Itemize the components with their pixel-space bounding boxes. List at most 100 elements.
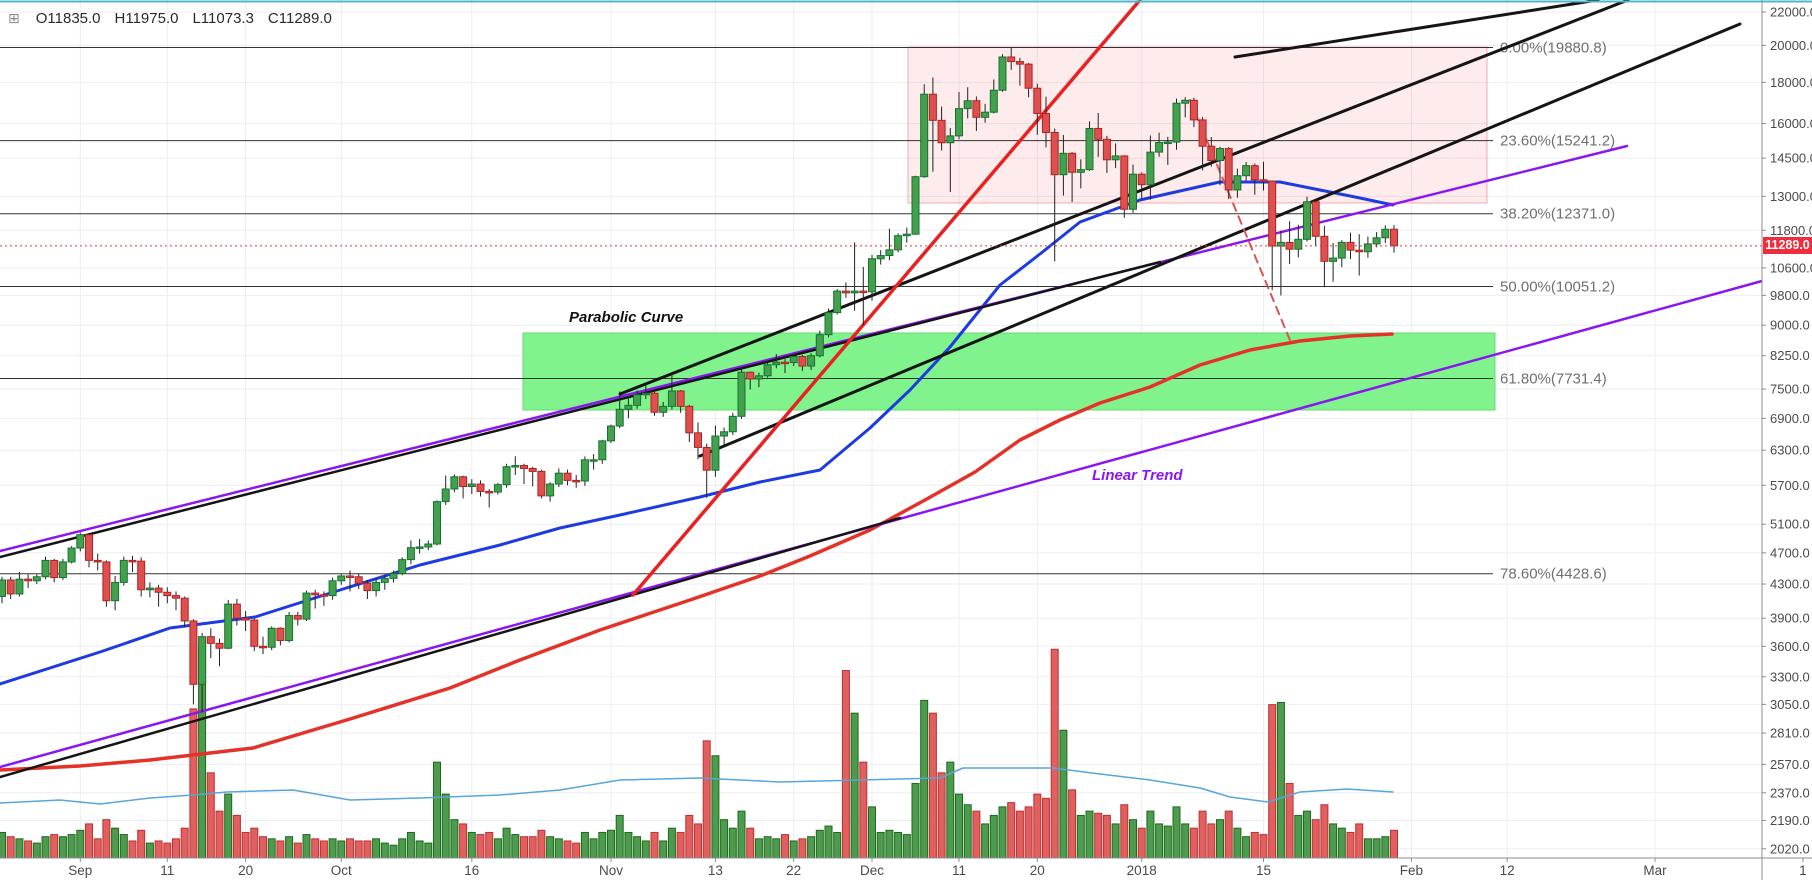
candle[interactable] bbox=[58, 561, 67, 579]
volume-bar[interactable] bbox=[702, 740, 711, 859]
volume-bar[interactable] bbox=[1311, 819, 1320, 859]
volume-bar[interactable] bbox=[1242, 836, 1251, 859]
volume-bar[interactable] bbox=[502, 827, 511, 859]
candle[interactable] bbox=[172, 595, 180, 599]
candle[interactable] bbox=[1015, 61, 1024, 65]
volume-bar[interactable] bbox=[441, 793, 450, 859]
volume-bar[interactable] bbox=[372, 838, 381, 859]
volume-bar[interactable] bbox=[772, 838, 781, 859]
volume-bar[interactable] bbox=[972, 810, 981, 859]
candlesticks[interactable] bbox=[0, 47, 1398, 713]
volume-bar[interactable] bbox=[319, 840, 328, 859]
volume-bar[interactable] bbox=[650, 831, 659, 859]
candle[interactable] bbox=[433, 501, 441, 545]
candle[interactable] bbox=[868, 258, 876, 293]
candle[interactable] bbox=[1250, 165, 1259, 181]
volume-bar[interactable] bbox=[119, 834, 128, 859]
volume-bar[interactable] bbox=[633, 836, 642, 859]
volume-bar[interactable] bbox=[1042, 797, 1050, 859]
candle[interactable] bbox=[363, 582, 372, 592]
candle[interactable] bbox=[894, 235, 903, 251]
volume-bar[interactable] bbox=[433, 761, 441, 859]
volume-bar[interactable] bbox=[224, 793, 233, 859]
candle[interactable] bbox=[728, 415, 737, 433]
volume-bar[interactable] bbox=[380, 842, 389, 859]
volume-bar[interactable] bbox=[955, 793, 963, 859]
volume-bar[interactable] bbox=[363, 840, 372, 859]
candle[interactable] bbox=[1033, 87, 1042, 114]
candle[interactable] bbox=[1102, 138, 1111, 161]
candle[interactable] bbox=[1076, 169, 1085, 173]
candle[interactable] bbox=[250, 619, 259, 647]
volume-bar[interactable] bbox=[685, 814, 694, 859]
volume-bar[interactable] bbox=[93, 838, 102, 859]
volume-bar[interactable] bbox=[1102, 814, 1111, 859]
candle[interactable] bbox=[711, 435, 720, 471]
volume-bar[interactable] bbox=[1337, 827, 1346, 859]
candle[interactable] bbox=[145, 587, 154, 591]
volume-bar[interactable] bbox=[485, 831, 494, 859]
volume-bar[interactable] bbox=[1294, 814, 1303, 859]
candle[interactable] bbox=[1207, 145, 1216, 162]
candle[interactable] bbox=[789, 356, 798, 364]
volume-bar[interactable] bbox=[598, 831, 607, 859]
volume-bar[interactable] bbox=[1372, 838, 1381, 859]
candle[interactable] bbox=[1390, 228, 1398, 247]
volume-bar[interactable] bbox=[450, 819, 459, 859]
candle[interactable] bbox=[398, 559, 407, 575]
volume-bar[interactable] bbox=[1146, 810, 1155, 859]
candle[interactable] bbox=[598, 440, 607, 461]
candle[interactable] bbox=[537, 470, 546, 497]
candle[interactable] bbox=[67, 547, 76, 563]
volume-bar[interactable] bbox=[1024, 806, 1033, 859]
candle[interactable] bbox=[1111, 155, 1120, 161]
candle[interactable] bbox=[1146, 151, 1155, 186]
volume-bar[interactable] bbox=[406, 831, 415, 859]
volume-bar[interactable] bbox=[189, 708, 198, 859]
volume-bar[interactable] bbox=[1076, 814, 1085, 859]
volume-bar[interactable] bbox=[241, 831, 250, 859]
candle[interactable] bbox=[746, 371, 755, 380]
candle[interactable] bbox=[902, 233, 911, 237]
volume-bar[interactable] bbox=[1363, 838, 1372, 859]
volume-bar[interactable] bbox=[528, 836, 537, 859]
volume-bar[interactable] bbox=[607, 829, 615, 859]
grid-icon[interactable]: ⊞ bbox=[8, 10, 20, 26]
candle[interactable] bbox=[1129, 173, 1137, 210]
candle[interactable] bbox=[85, 534, 93, 561]
candle[interactable] bbox=[198, 636, 207, 685]
volume-bar[interactable] bbox=[459, 823, 468, 859]
candle[interactable] bbox=[1285, 241, 1294, 250]
candle[interactable] bbox=[302, 592, 311, 620]
candle[interactable] bbox=[424, 543, 433, 548]
candle[interactable] bbox=[589, 459, 598, 462]
candle[interactable] bbox=[380, 577, 389, 583]
volume-bar[interactable] bbox=[641, 840, 650, 859]
volume-bar[interactable] bbox=[833, 831, 842, 859]
candle[interactable] bbox=[224, 603, 233, 649]
volume-bar[interactable] bbox=[1303, 810, 1311, 859]
volume-bar[interactable] bbox=[6, 836, 15, 859]
volume-bar[interactable] bbox=[511, 834, 520, 859]
candle[interactable] bbox=[920, 93, 929, 178]
candle[interactable] bbox=[763, 364, 772, 377]
candle[interactable] bbox=[50, 559, 59, 579]
volume-bar[interactable] bbox=[1129, 819, 1137, 859]
candle[interactable] bbox=[580, 459, 589, 482]
volume-bar[interactable] bbox=[580, 831, 589, 859]
volume-bar[interactable] bbox=[0, 831, 6, 859]
volume-bar[interactable] bbox=[493, 838, 502, 859]
candle[interactable] bbox=[337, 575, 346, 582]
volume-bar[interactable] bbox=[1155, 823, 1164, 859]
steep-black-top[interactable] bbox=[1233, 0, 1600, 59]
volume-bar[interactable] bbox=[398, 838, 407, 859]
volume-bar[interactable] bbox=[276, 840, 285, 859]
volume-bar[interactable] bbox=[789, 840, 798, 859]
volume-bar[interactable] bbox=[963, 804, 972, 859]
volume-bar[interactable] bbox=[1216, 819, 1224, 859]
candle[interactable] bbox=[1120, 155, 1129, 210]
purple-channel-upper[interactable] bbox=[0, 144, 1629, 553]
volume-bar[interactable] bbox=[180, 827, 189, 859]
volume-bar[interactable] bbox=[267, 838, 276, 859]
candle[interactable] bbox=[1068, 152, 1077, 173]
